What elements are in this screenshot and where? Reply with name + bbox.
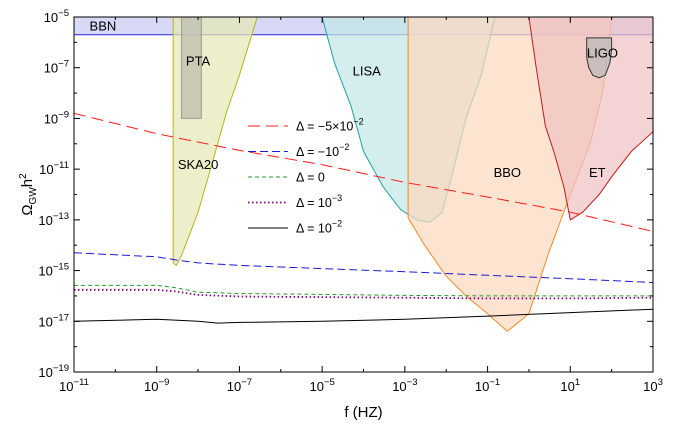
region-ligo [586,37,613,79]
y-tick-label: 10−19 [38,363,69,380]
x-tick-label: 10−3 [392,377,417,394]
region-label-pta: PTA [186,54,211,69]
region-label-bbn: BBN [90,18,117,33]
y-tick-label: 10−11 [39,160,69,177]
x-tick-label: 10−5 [309,377,334,394]
detector-regions [74,17,653,333]
series-line-1 [74,252,653,283]
y-tick-label: 10−9 [44,109,69,126]
region-label-ska20: SKA20 [178,157,218,172]
region-et [528,17,653,221]
legend-label-4: Δ = 10−2 [296,219,342,236]
legend-label-1: Δ = −10−2 [296,142,349,159]
legend-label-3: Δ = 10−3 [296,193,342,210]
y-tick-label: 10−13 [38,211,69,228]
series-line-4 [74,308,653,324]
series-line-3 [74,288,653,300]
legend-label-2: Δ = 0 [296,171,325,185]
y-tick-label: 10−7 [44,59,69,76]
series-line-2 [74,284,653,297]
x-tick-label: 10−9 [144,377,169,394]
axis-titles: f (HZ) ΩGWh2 [18,173,383,421]
x-tick-label: 103 [643,377,663,394]
y-tick-label: 10−17 [38,312,69,329]
region-label-lisa: LISA [353,63,382,78]
region-label-et: ET [589,165,606,180]
region-label-bbo: BBO [494,165,521,180]
region-pta [181,17,202,119]
region-labels: BBN SKA20 PTA LISA BBO ET LIGO [90,18,618,180]
y-tick-label: 10−15 [38,262,69,279]
y-axis-title: ΩGWh2 [18,173,39,216]
x-axis-title: f (HZ) [344,404,382,421]
x-tick-label: 10−7 [227,377,252,394]
region-label-ligo: LIGO [587,46,618,61]
axis-ticks: 10−11 10−9 10−7 10−5 10−3 10−1 101 10310−1910−1… [38,8,662,394]
spectrum-curves [74,112,653,324]
x-tick-label: 10−1 [475,377,500,394]
x-tick-label: 10−11 [59,377,89,394]
legend: Δ = −5×10−2 Δ = −10−2 Δ = 0 Δ = 10−3 Δ = 10−… [248,117,364,236]
legend-label-0: Δ = −5×10−2 [296,117,364,134]
y-tick-label: 10−5 [44,8,69,25]
x-tick-label: 101 [560,377,580,394]
series-line-0 [74,112,653,232]
